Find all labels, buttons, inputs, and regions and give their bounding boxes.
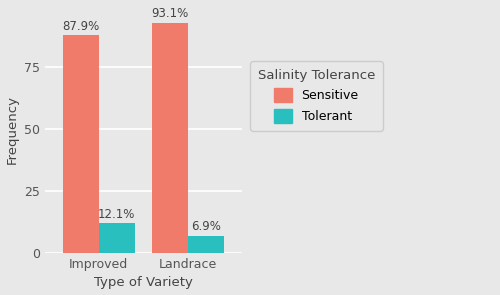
Bar	[63, 35, 98, 253]
Bar	[188, 236, 224, 253]
Legend: Sensitive, Tolerant: Sensitive, Tolerant	[250, 61, 382, 131]
Bar	[152, 23, 188, 253]
Text: 93.1%: 93.1%	[152, 7, 189, 20]
Text: 12.1%: 12.1%	[98, 208, 136, 221]
Bar	[98, 223, 134, 253]
Text: 6.9%: 6.9%	[191, 220, 221, 233]
X-axis label: Type of Variety: Type of Variety	[94, 276, 193, 289]
Y-axis label: Frequency: Frequency	[6, 95, 18, 164]
Text: 87.9%: 87.9%	[62, 20, 100, 33]
